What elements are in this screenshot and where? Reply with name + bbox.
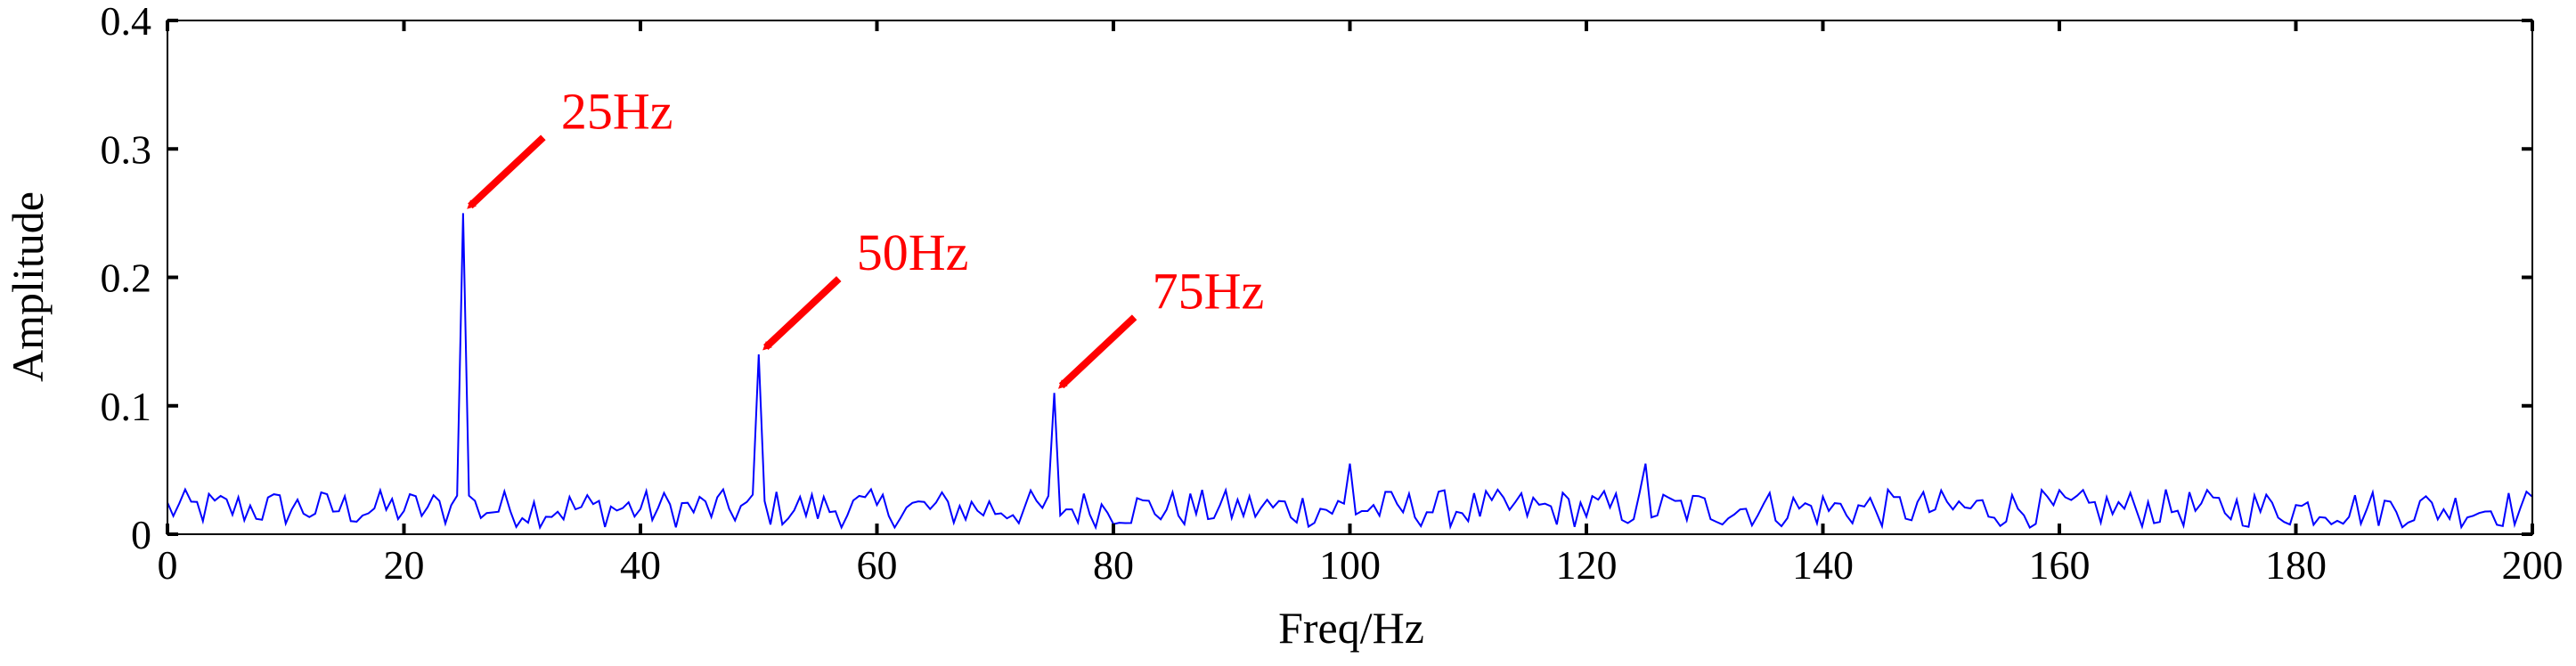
y-tick-label: 0.3 <box>101 126 152 172</box>
plot-frame <box>167 20 2533 535</box>
x-axis-label: Freq/Hz <box>1278 603 1424 653</box>
x-tick-label: 160 <box>2029 542 2091 588</box>
y-tick-label: 0 <box>131 512 151 557</box>
y-axis-label: Amplitude <box>3 191 53 382</box>
y-tick-label: 0.2 <box>101 256 152 301</box>
y-tick-label: 0.1 <box>101 384 152 429</box>
series-line-spectrum <box>167 213 2533 531</box>
annotation-label: 50Hz <box>857 223 969 281</box>
x-tick-label: 0 <box>158 542 178 588</box>
annotation-arrow <box>467 134 546 209</box>
x-tick-label: 120 <box>1556 542 1618 588</box>
y-tick-label: 0.4 <box>101 0 152 44</box>
annotation-label: 75Hz <box>1153 262 1265 320</box>
x-tick-label: 200 <box>2502 542 2564 588</box>
x-tick-label: 180 <box>2265 542 2327 588</box>
x-tick-label: 40 <box>620 542 661 588</box>
x-tick-label: 80 <box>1093 542 1134 588</box>
x-tick-label: 20 <box>384 542 425 588</box>
annotation-label: 25Hz <box>561 82 673 140</box>
x-tick-label: 140 <box>1792 542 1854 588</box>
x-tick-label: 60 <box>857 542 898 588</box>
annotation-arrow <box>762 276 842 351</box>
annotation-arrow <box>1057 314 1137 389</box>
x-tick-label: 100 <box>1319 542 1381 588</box>
